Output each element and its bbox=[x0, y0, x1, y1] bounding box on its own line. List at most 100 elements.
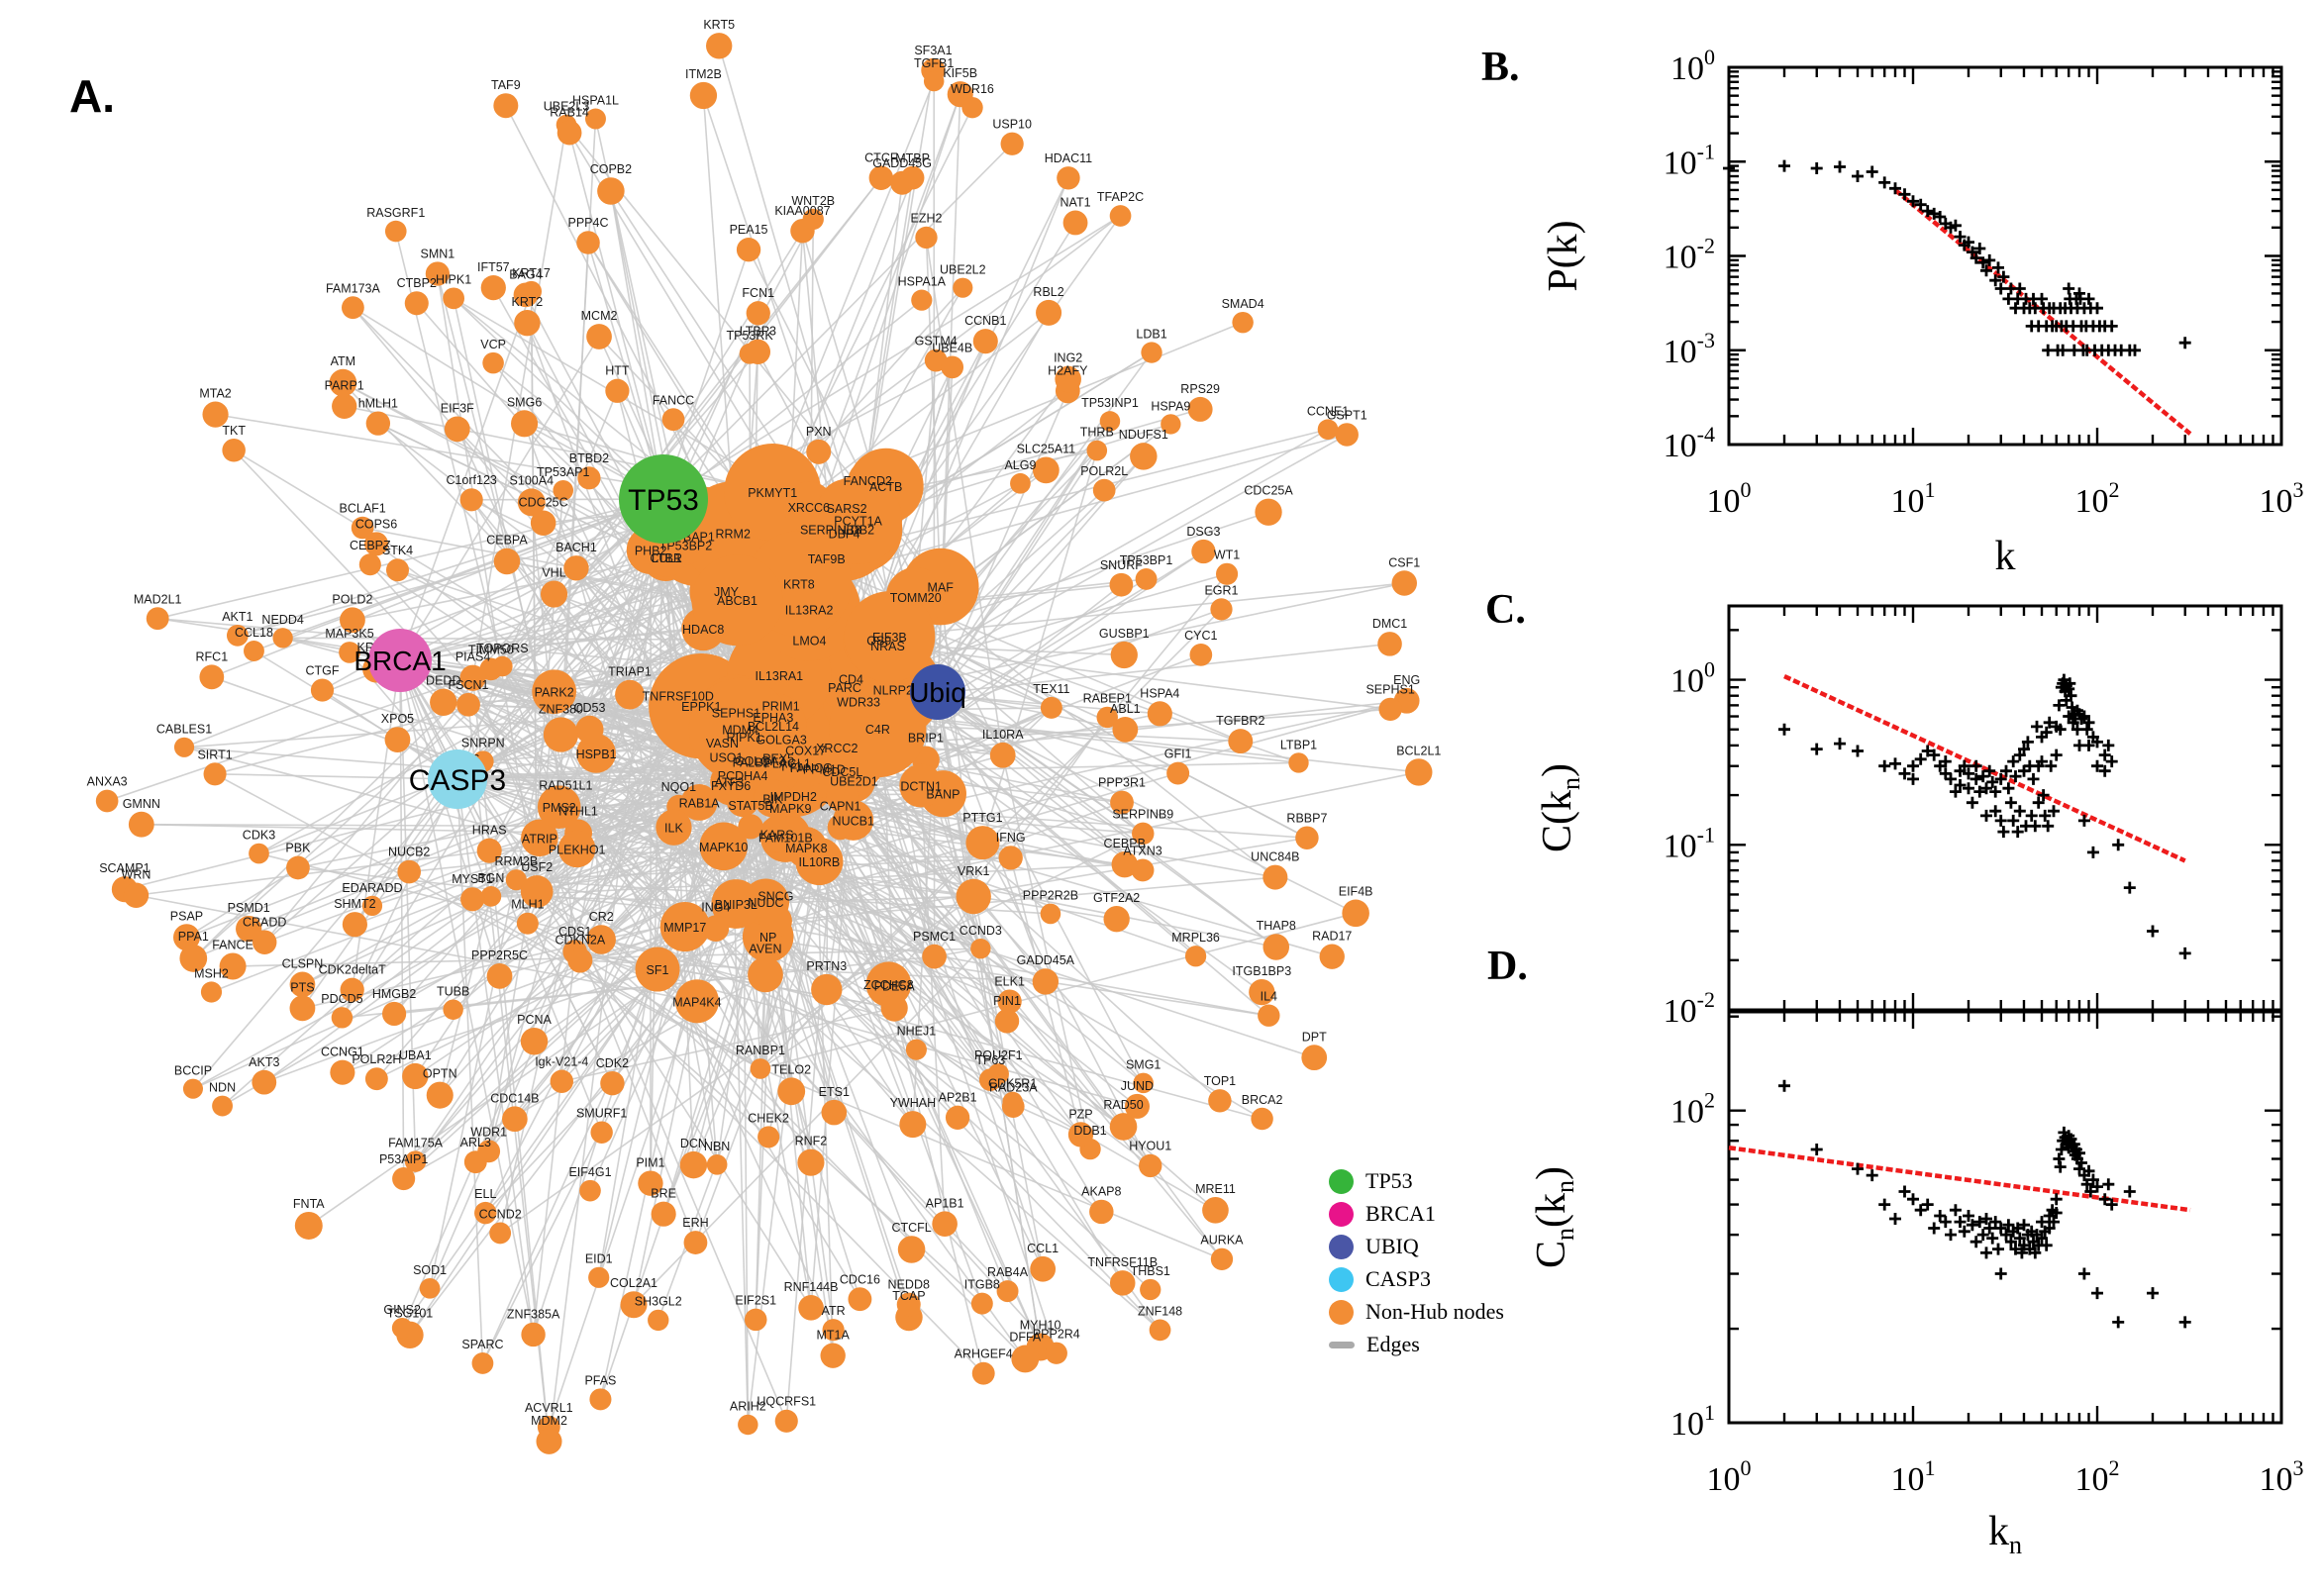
svg-text:CDC25C: CDC25C bbox=[519, 495, 568, 509]
legend-item-label: UBIQ bbox=[1365, 1234, 1419, 1258]
svg-text:PLAGL1: PLAGL1 bbox=[764, 756, 811, 770]
svg-text:FAM101B: FAM101B bbox=[758, 831, 813, 845]
svg-text:CDS1: CDS1 bbox=[558, 925, 591, 939]
node-circle-icon bbox=[1329, 1201, 1354, 1227]
network-hub-nodes: TP53 BRCA1 Ubiq CASP3 bbox=[354, 454, 966, 809]
svg-text:USP10: USP10 bbox=[992, 118, 1032, 132]
edge-line-icon bbox=[1329, 1341, 1355, 1348]
svg-text:SMG1: SMG1 bbox=[1126, 1058, 1161, 1072]
svg-text:MAP4K4: MAP4K4 bbox=[672, 995, 721, 1009]
svg-text:MCM2: MCM2 bbox=[581, 309, 618, 323]
svg-text:10-2: 10-2 bbox=[1664, 234, 1715, 276]
svg-text:NEDD4: NEDD4 bbox=[261, 613, 303, 627]
svg-text:RAD51L1: RAD51L1 bbox=[539, 779, 592, 793]
svg-text:ETS1: ETS1 bbox=[819, 1085, 850, 1099]
svg-text:IL10RA: IL10RA bbox=[982, 728, 1024, 742]
svg-text:101: 101 bbox=[1891, 1455, 1936, 1498]
svg-text:NHEJ1: NHEJ1 bbox=[897, 1025, 937, 1039]
svg-text:HDAC8: HDAC8 bbox=[682, 623, 724, 637]
svg-text:DFFA: DFFA bbox=[1009, 1331, 1042, 1345]
svg-text:RAB4A: RAB4A bbox=[987, 1265, 1029, 1279]
svg-text:TIMM50: TIMM50 bbox=[468, 644, 514, 657]
svg-text:SNCG: SNCG bbox=[758, 890, 793, 904]
svg-text:EPHA3: EPHA3 bbox=[753, 711, 793, 725]
svg-text:BCLAF1: BCLAF1 bbox=[340, 502, 386, 516]
svg-text:SIRT1: SIRT1 bbox=[197, 748, 232, 761]
svg-text:hMLH1: hMLH1 bbox=[358, 396, 398, 410]
svg-text:PRIM1: PRIM1 bbox=[761, 699, 799, 713]
svg-text:MRPL36: MRPL36 bbox=[1171, 931, 1220, 945]
svg-text:LDB2: LDB2 bbox=[844, 524, 874, 538]
svg-text:SMN1: SMN1 bbox=[421, 247, 455, 260]
svg-text:PPP2R5C: PPP2R5C bbox=[471, 948, 528, 962]
legend-item-label: BRCA1 bbox=[1365, 1201, 1436, 1226]
network-node-labels: TP53RK KIAA0087 THAP8 CDC14B NLRP2 DSG3 NTHL1 C… bbox=[87, 18, 1442, 1428]
svg-text:KRT8: KRT8 bbox=[783, 578, 815, 592]
plot-panel-b: 100 101 102 103 100 10-1 10-2 10-3 10-4 k P(k) bbox=[1541, 45, 2304, 579]
svg-text:100: 100 bbox=[1707, 477, 1752, 520]
svg-text:ZNF380: ZNF380 bbox=[539, 702, 583, 716]
svg-text:KRT2: KRT2 bbox=[512, 295, 544, 309]
svg-text:SF1: SF1 bbox=[647, 963, 669, 977]
svg-text:NTHL1: NTHL1 bbox=[558, 805, 598, 819]
svg-text:NUCB2: NUCB2 bbox=[388, 846, 430, 859]
svg-text:CTBP2: CTBP2 bbox=[397, 276, 437, 290]
svg-text:BRCA2: BRCA2 bbox=[1242, 1093, 1283, 1107]
svg-text:SMAD4: SMAD4 bbox=[1222, 297, 1264, 311]
svg-text:WDR33: WDR33 bbox=[837, 696, 880, 710]
svg-text:PARP1: PARP1 bbox=[325, 379, 364, 393]
svg-text:YWHAH: YWHAH bbox=[890, 1096, 937, 1110]
svg-text:RANBP1: RANBP1 bbox=[736, 1044, 785, 1057]
svg-text:FANCD2: FANCD2 bbox=[844, 474, 892, 488]
svg-text:DBF4: DBF4 bbox=[829, 528, 860, 542]
svg-text:PPM1D: PPM1D bbox=[803, 762, 846, 776]
svg-text:STAT5B: STAT5B bbox=[728, 799, 772, 813]
svg-text:MT1A: MT1A bbox=[817, 1329, 851, 1343]
svg-text:TKT: TKT bbox=[222, 424, 246, 438]
svg-text:JUND: JUND bbox=[1121, 1079, 1154, 1093]
svg-text:BCCIP: BCCIP bbox=[174, 1064, 212, 1078]
svg-text:AKT3: AKT3 bbox=[249, 1055, 279, 1069]
svg-text:CDK3: CDK3 bbox=[243, 829, 275, 843]
svg-text:CDK5R1: CDK5R1 bbox=[988, 1077, 1037, 1091]
svg-text:RASGRF1: RASGRF1 bbox=[366, 206, 425, 220]
svg-text:OPTN: OPTN bbox=[423, 1067, 457, 1081]
svg-text:FANCC: FANCC bbox=[653, 393, 694, 407]
svg-text:KIAA0087: KIAA0087 bbox=[774, 204, 830, 218]
svg-text:DDB1: DDB1 bbox=[1073, 1124, 1106, 1138]
svg-text:S100A4: S100A4 bbox=[510, 473, 555, 487]
svg-text:k: k bbox=[1995, 534, 2016, 579]
svg-text:SHMT2: SHMT2 bbox=[334, 897, 375, 911]
svg-text:AP2B1: AP2B1 bbox=[939, 1091, 977, 1105]
svg-text:SEPHS1: SEPHS1 bbox=[1365, 683, 1414, 697]
svg-text:10-1: 10-1 bbox=[1664, 139, 1715, 181]
plot-panel-d: 100 101 102 103 102 101 kn​ Cn​(kn​) bbox=[1529, 1010, 2304, 1559]
svg-text:CEBPA: CEBPA bbox=[486, 534, 528, 548]
svg-text:RNF144B: RNF144B bbox=[784, 1280, 839, 1294]
node-circle-icon bbox=[1329, 1266, 1354, 1292]
svg-text:WDR16: WDR16 bbox=[951, 82, 994, 96]
svg-text:SNURF: SNURF bbox=[1100, 558, 1143, 572]
svg-text:NQO1: NQO1 bbox=[661, 780, 696, 794]
svg-text:AVEN: AVEN bbox=[749, 943, 781, 956]
svg-text:MLH1: MLH1 bbox=[511, 898, 544, 912]
legend-item-label: TP53 bbox=[1365, 1168, 1413, 1193]
svg-text:GADD45A: GADD45A bbox=[1017, 953, 1075, 967]
svg-text:BGN: BGN bbox=[477, 871, 504, 885]
svg-text:UNC84B: UNC84B bbox=[1251, 850, 1299, 864]
svg-text:HIPK1: HIPK1 bbox=[436, 272, 471, 286]
svg-text:DSG3: DSG3 bbox=[1186, 525, 1220, 539]
svg-text:LDB1: LDB1 bbox=[1136, 327, 1166, 341]
svg-text:LTBP3: LTBP3 bbox=[740, 325, 776, 339]
svg-text:MDM4: MDM4 bbox=[722, 724, 758, 738]
svg-text:VHL: VHL bbox=[542, 565, 565, 579]
svg-text:CLSPN: CLSPN bbox=[282, 957, 324, 971]
svg-text:BTBD2: BTBD2 bbox=[569, 451, 609, 465]
svg-text:TAF9: TAF9 bbox=[491, 78, 521, 92]
svg-text:CD4: CD4 bbox=[839, 673, 863, 687]
svg-text:TOMM20: TOMM20 bbox=[890, 591, 942, 605]
svg-text:RAB14: RAB14 bbox=[550, 106, 589, 120]
svg-text:Ubiq: Ubiq bbox=[909, 677, 966, 708]
svg-text:VRK1: VRK1 bbox=[958, 864, 990, 878]
